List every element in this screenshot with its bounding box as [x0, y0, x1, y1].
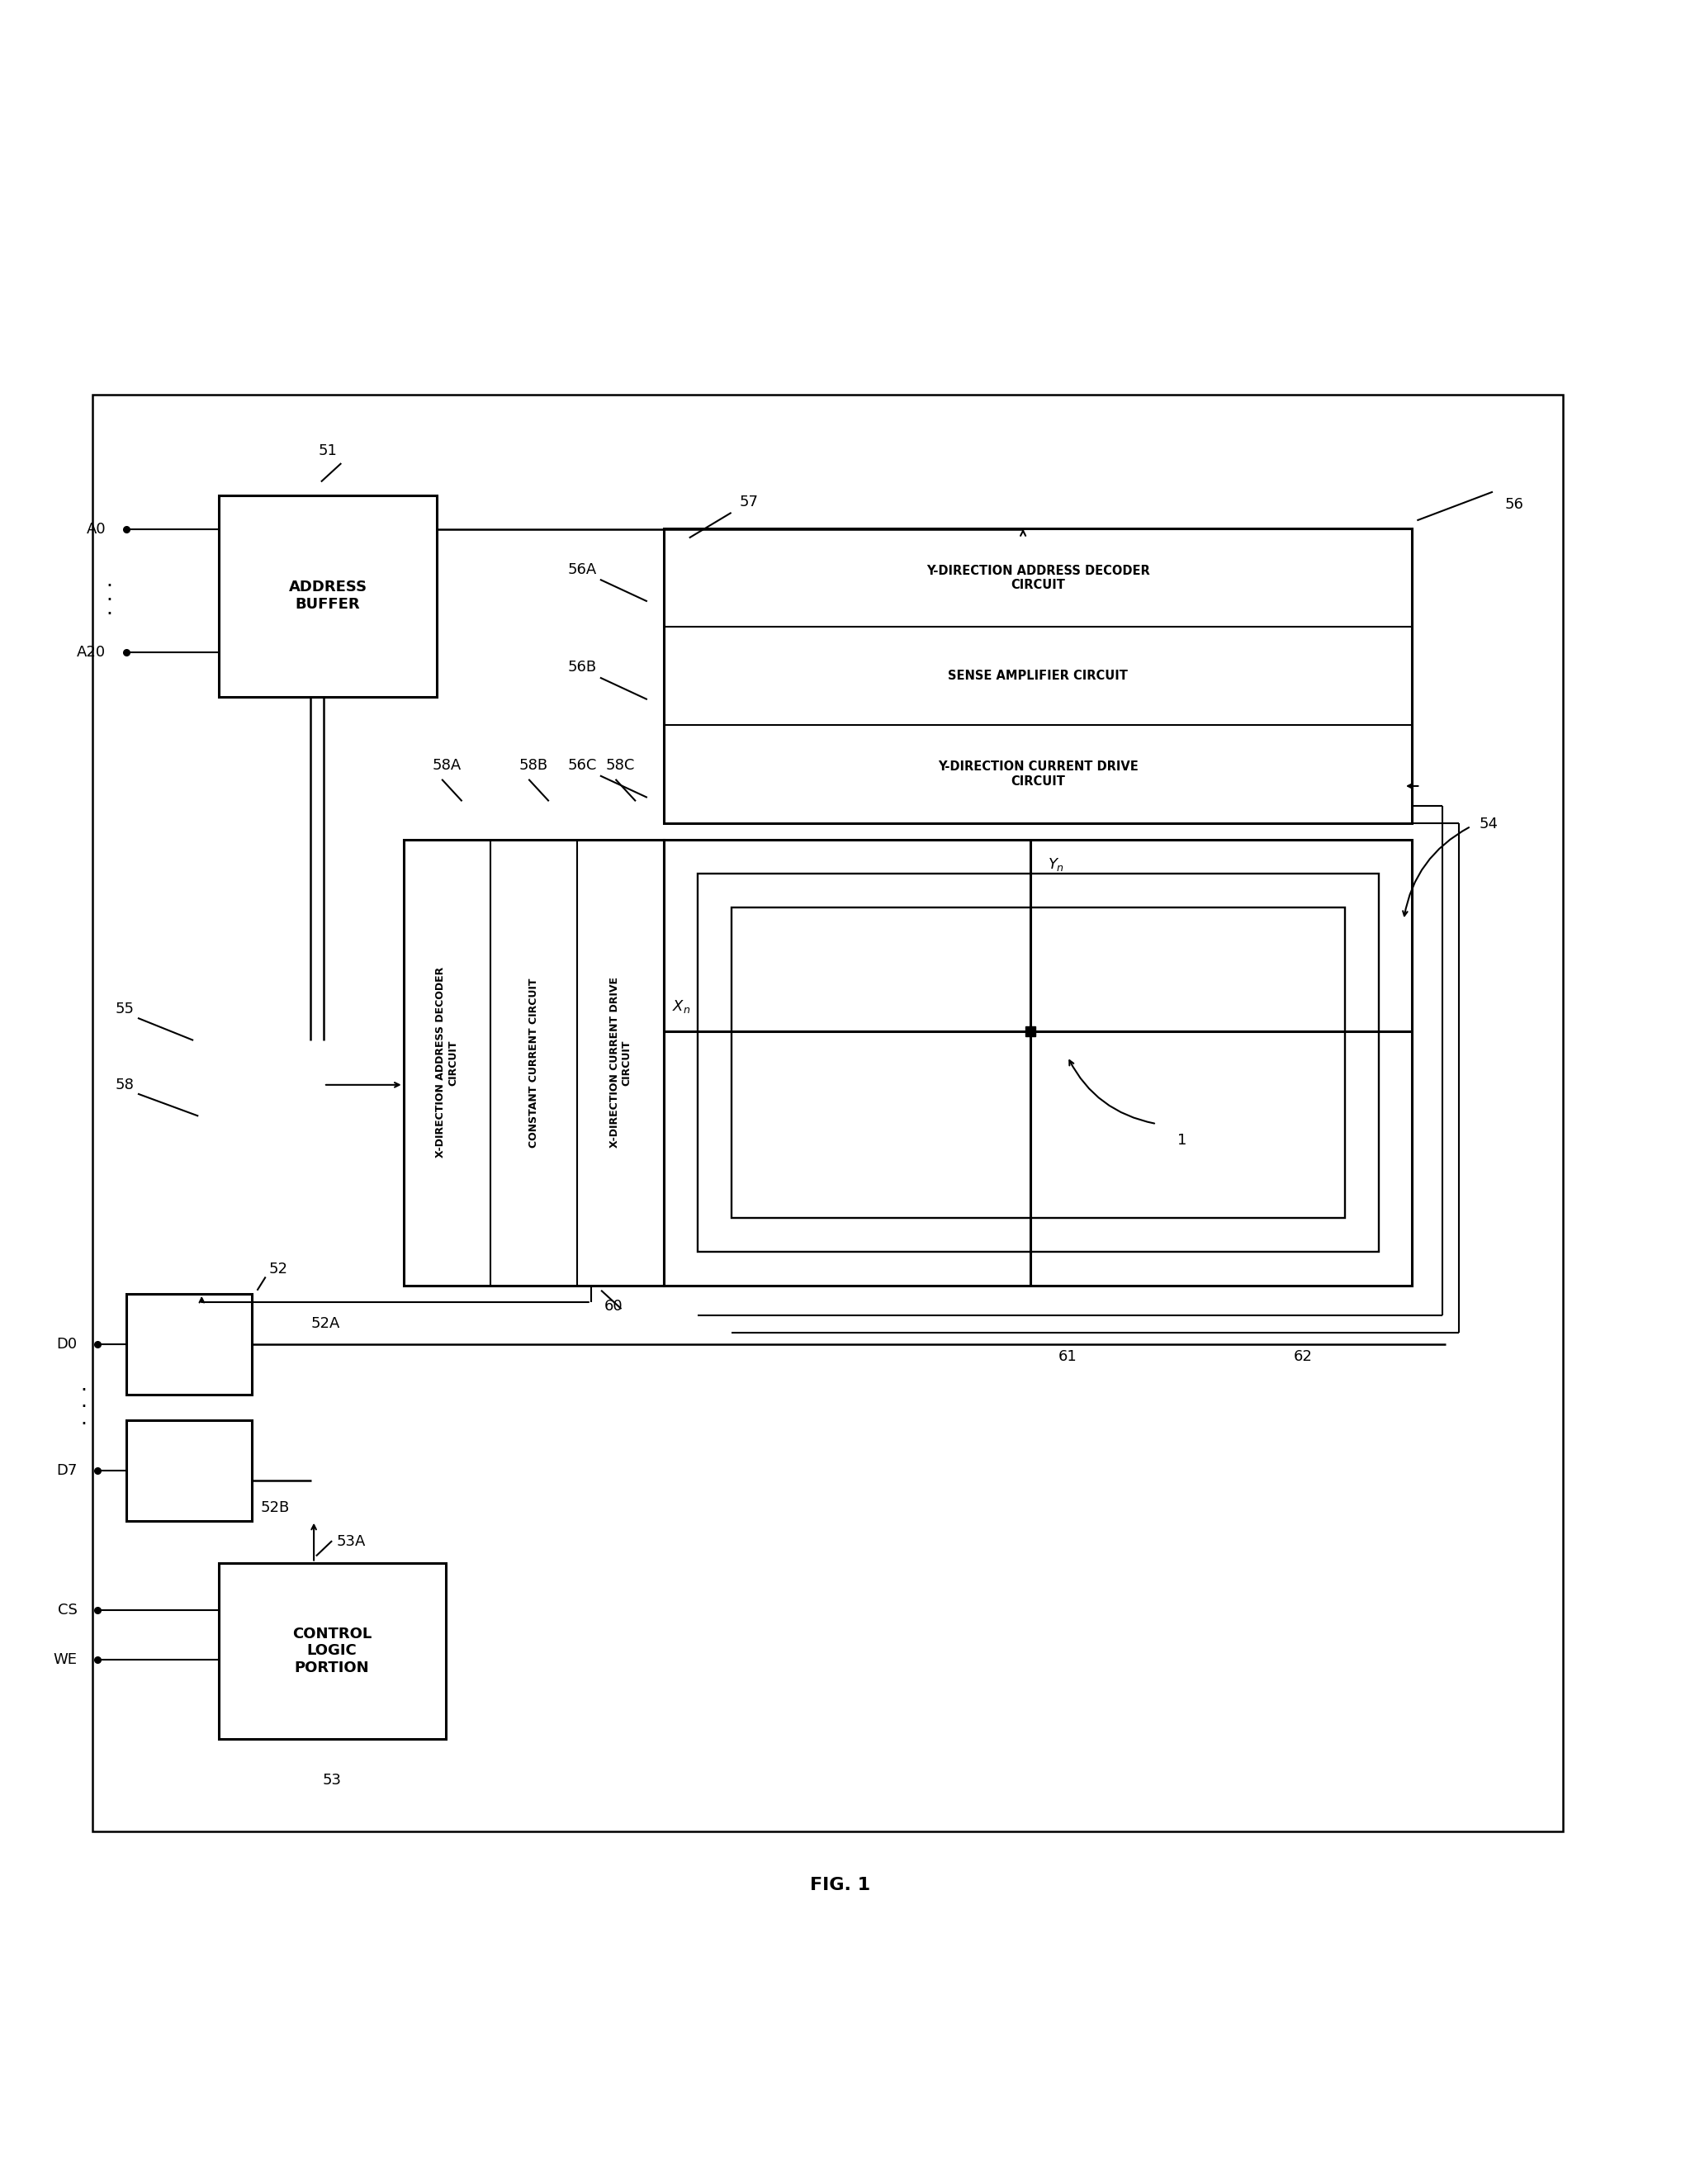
- Text: X-DIRECTION CURRENT DRIVE
CIRCUIT: X-DIRECTION CURRENT DRIVE CIRCUIT: [609, 976, 632, 1149]
- Text: WE: WE: [54, 1653, 77, 1666]
- Text: Y-DIRECTION CURRENT DRIVE
CIRCUIT: Y-DIRECTION CURRENT DRIVE CIRCUIT: [938, 760, 1138, 788]
- Text: ·: ·: [81, 1413, 87, 1435]
- Text: 57: 57: [740, 494, 758, 509]
- Text: $Y_n$: $Y_n$: [1047, 856, 1064, 874]
- Text: 61: 61: [1057, 1350, 1078, 1365]
- Text: 53: 53: [323, 1773, 341, 1789]
- Text: SENSE AMPLIFIER CIRCUIT: SENSE AMPLIFIER CIRCUIT: [948, 670, 1128, 681]
- Bar: [219, 496, 437, 697]
- Text: $X_n$: $X_n$: [672, 998, 691, 1016]
- Bar: [92, 395, 1563, 1832]
- Text: FIG. 1: FIG. 1: [810, 1878, 871, 1894]
- Text: D0: D0: [57, 1337, 77, 1352]
- Text: 51: 51: [318, 443, 338, 459]
- Text: 58: 58: [116, 1077, 134, 1092]
- Bar: [126, 1420, 252, 1520]
- Text: 54: 54: [1479, 817, 1498, 832]
- Text: ·: ·: [81, 1380, 87, 1400]
- Bar: [403, 841, 664, 1286]
- Text: CS: CS: [57, 1603, 77, 1618]
- Bar: [664, 529, 1412, 823]
- Text: A0: A0: [86, 522, 106, 537]
- Text: CONTROL
LOGIC
PORTION: CONTROL LOGIC PORTION: [292, 1627, 372, 1675]
- Bar: [219, 1564, 445, 1738]
- Text: X-DIRECTION ADDRESS DECODER
CIRCUIT: X-DIRECTION ADDRESS DECODER CIRCUIT: [435, 968, 459, 1158]
- Text: CONSTANT CURRENT CIRCUIT: CONSTANT CURRENT CIRCUIT: [528, 978, 540, 1147]
- Text: ·: ·: [106, 577, 113, 596]
- Text: ·: ·: [106, 590, 113, 609]
- Text: 56C: 56C: [568, 758, 597, 773]
- Text: ·: ·: [106, 605, 113, 625]
- Text: 55: 55: [116, 1002, 134, 1016]
- Bar: [664, 841, 1412, 1286]
- Text: ·: ·: [81, 1398, 87, 1417]
- Text: 52B: 52B: [261, 1500, 289, 1516]
- Text: 62: 62: [1293, 1350, 1313, 1365]
- Text: 52A: 52A: [311, 1315, 340, 1330]
- Text: 52: 52: [269, 1262, 287, 1278]
- Text: 1: 1: [1177, 1133, 1187, 1149]
- Text: D7: D7: [57, 1463, 77, 1479]
- Text: A20: A20: [77, 644, 106, 660]
- Text: 58A: 58A: [432, 758, 461, 773]
- Text: 53A: 53A: [336, 1535, 366, 1548]
- Bar: [126, 1293, 252, 1396]
- Bar: [698, 874, 1378, 1251]
- Text: Y-DIRECTION ADDRESS DECODER
CIRCUIT: Y-DIRECTION ADDRESS DECODER CIRCUIT: [926, 563, 1150, 592]
- Text: 58B: 58B: [519, 758, 548, 773]
- Bar: [731, 906, 1345, 1219]
- Text: 58C: 58C: [605, 758, 635, 773]
- Text: ADDRESS
BUFFER: ADDRESS BUFFER: [289, 581, 366, 612]
- Text: 56B: 56B: [568, 660, 597, 675]
- Text: 60: 60: [605, 1299, 624, 1313]
- Text: 56A: 56A: [568, 561, 597, 577]
- Text: 56: 56: [1504, 498, 1523, 511]
